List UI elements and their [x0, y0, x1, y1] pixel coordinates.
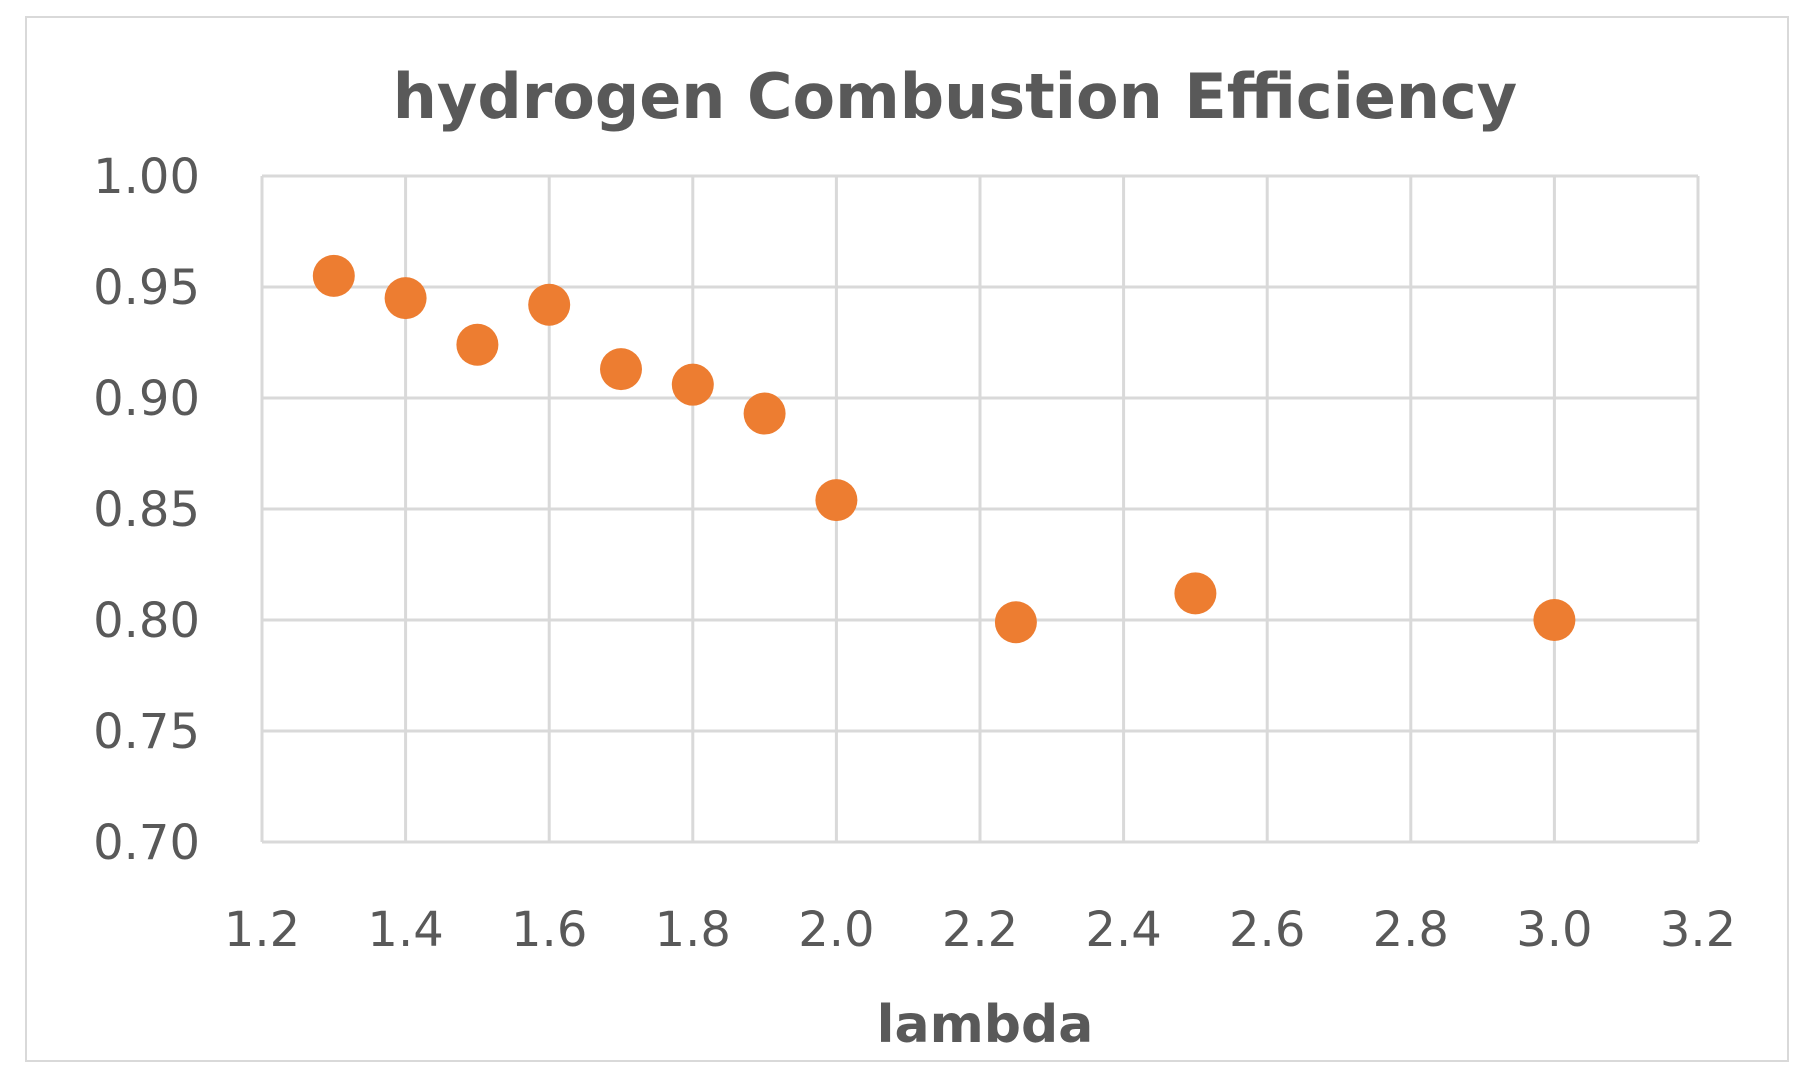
y-tick-label: 0.95	[93, 260, 200, 316]
data-point	[1174, 572, 1217, 615]
x-tick-label: 1.8	[655, 902, 731, 958]
grid-lines	[260, 174, 1700, 844]
y-tick-label: 0.90	[93, 371, 200, 427]
chart-frame	[25, 16, 1789, 1062]
y-tick-label: 0.80	[93, 593, 200, 649]
data-points	[312, 254, 1576, 644]
x-tick-label: 2.8	[1373, 902, 1449, 958]
data-point	[312, 254, 355, 297]
data-point	[528, 283, 571, 326]
chart-title: hydrogen Combustion Efficiency	[393, 60, 1517, 133]
x-tick-label: 1.4	[367, 902, 443, 958]
data-point	[815, 479, 858, 522]
x-tick-label: 2.2	[942, 902, 1018, 958]
y-tick-label: 1.00	[93, 149, 200, 205]
x-tick-label: 2.0	[798, 902, 874, 958]
y-tick-label: 0.70	[93, 815, 200, 871]
x-tick-label: 3.0	[1516, 902, 1592, 958]
x-tick-label: 1.6	[511, 902, 587, 958]
data-point	[456, 323, 499, 366]
data-point	[743, 392, 786, 435]
x-axis-label: lambda	[877, 995, 1094, 1055]
y-tick-label: 0.75	[93, 704, 200, 760]
x-tick-label: 1.2	[224, 902, 300, 958]
x-tick-label: 2.4	[1085, 902, 1161, 958]
x-tick-label: 3.2	[1660, 902, 1736, 958]
data-point	[994, 601, 1037, 644]
x-axis-ticks: 1.2 1.4 1.6 1.8 2.0 2.2 2.4 2.6 2.8 3.0 3.2	[224, 902, 1736, 958]
data-point	[1533, 599, 1576, 641]
data-point	[600, 348, 642, 391]
data-point	[671, 363, 714, 406]
x-tick-label: 2.6	[1229, 902, 1305, 958]
y-axis-ticks: 1.00 0.95 0.90 0.85 0.80 0.75 0.70	[93, 149, 200, 871]
y-tick-label: 0.85	[93, 482, 200, 538]
data-point	[384, 277, 427, 320]
